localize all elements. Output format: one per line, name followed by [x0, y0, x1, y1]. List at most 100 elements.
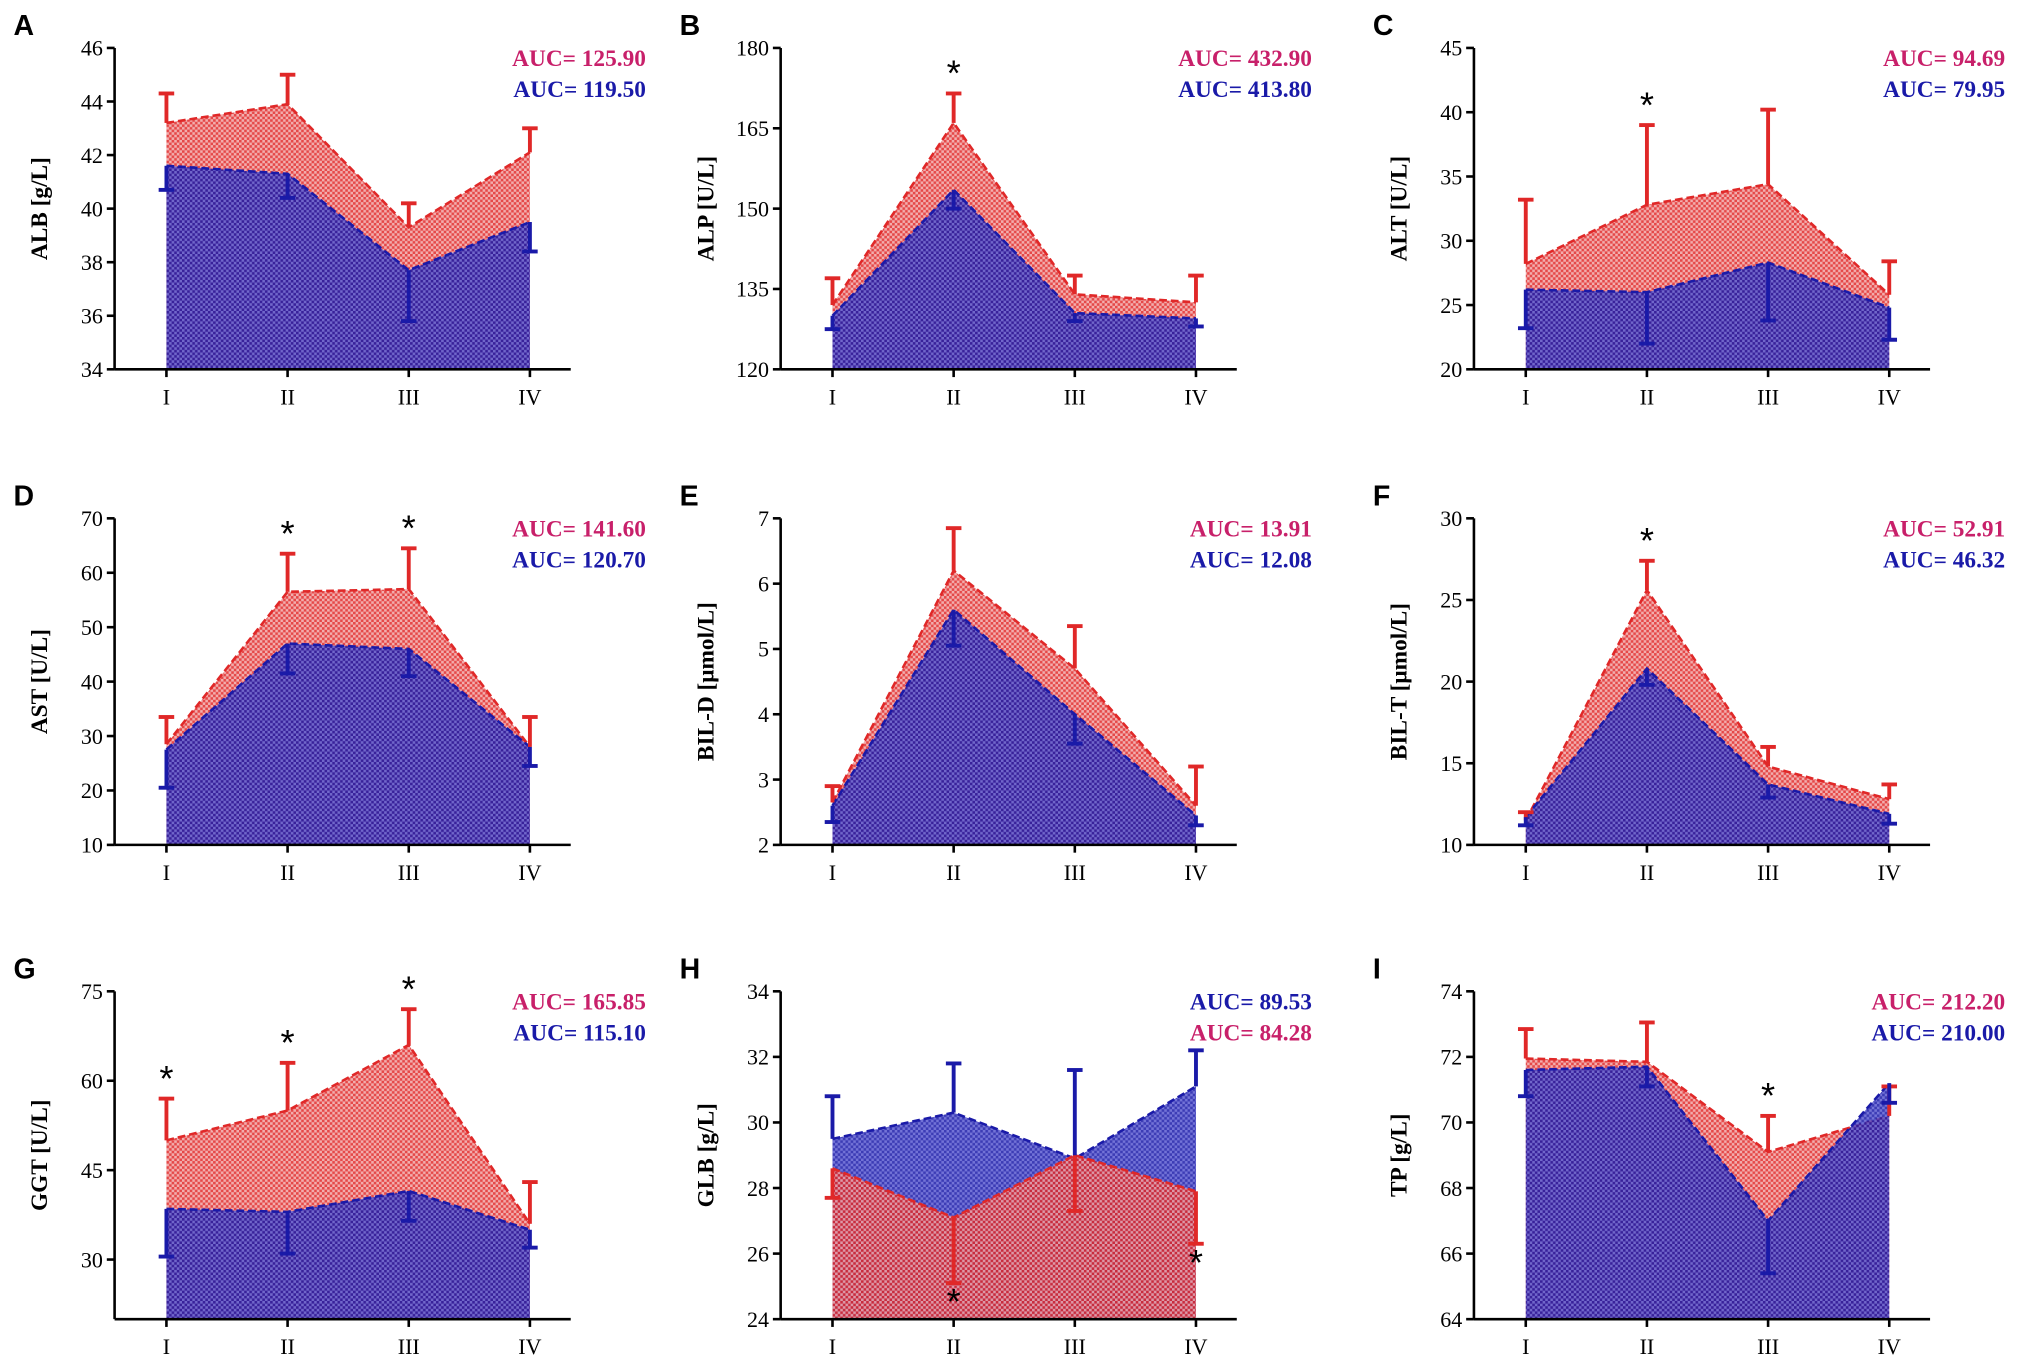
x-tick-label: II [280, 1334, 295, 1359]
auc-label: AUC= 94.69 [1883, 46, 2005, 72]
x-tick-label: III [398, 1334, 420, 1359]
error-bar [945, 1061, 962, 1113]
panel-letter: F [1373, 480, 1390, 512]
y-tick-label: 40 [81, 196, 103, 221]
y-tick-label: 50 [81, 615, 103, 640]
error-bar [522, 1229, 538, 1250]
x-tick-label: III [1064, 384, 1086, 409]
error-bar [158, 91, 175, 123]
x-tick-label: III [1064, 860, 1086, 885]
y-axis-label: AST [U/L] [27, 629, 53, 734]
y-tick-label: 25 [1440, 588, 1462, 613]
panel-letter: E [680, 480, 699, 512]
y-tick-label: 150 [736, 196, 769, 221]
error-bar [400, 270, 417, 324]
y-axis-label: GLB [g/L] [693, 1103, 719, 1207]
error-bar [279, 551, 296, 592]
y-tick-label: 70 [81, 506, 103, 531]
y-tick-label: 75 [81, 979, 103, 1004]
y-tick-label: 44 [81, 89, 103, 114]
y-axis-label: GGT [U/L] [27, 1099, 53, 1211]
x-tick-label: II [1640, 384, 1655, 409]
x-tick-label: III [1757, 1334, 1779, 1359]
significance-mark: * [1189, 1242, 1203, 1283]
error-bar [945, 526, 962, 571]
y-axis-label: TP [g/L] [1387, 1113, 1413, 1197]
y-tick-label: 40 [81, 669, 103, 694]
auc-label: AUC= 12.08 [1190, 548, 1312, 574]
error-bar [1760, 1113, 1776, 1152]
area [1525, 262, 1890, 370]
y-tick-label: 45 [81, 1158, 103, 1183]
x-tick-label: II [1640, 860, 1655, 885]
panel: B ALP [U/L] AUC= 432.90 AUC= 413.80 120 135 15… [680, 10, 1312, 409]
x-tick-label: III [1064, 1334, 1086, 1359]
y-tick-label: 20 [81, 778, 103, 803]
x-tick-label: I [163, 1334, 170, 1359]
line [831, 607, 1197, 817]
x-tick-label: III [398, 860, 420, 885]
y-tick-label: 30 [81, 1247, 103, 1272]
y-tick-label: 66 [1440, 1241, 1462, 1266]
y-tick-label: 165 [736, 116, 769, 141]
auc-label: AUC= 46.32 [1883, 548, 2005, 574]
panel: A ALB [g/L] AUC= 125.90 AUC= 119.50 34 36 38 40… [14, 10, 646, 409]
significance-mark: * [402, 968, 416, 1009]
error-bar [1517, 1027, 1534, 1059]
line [166, 164, 531, 272]
x-tick-label: II [946, 384, 961, 409]
y-tick-label: 72 [1440, 1045, 1462, 1070]
error-bar [400, 201, 417, 228]
error-bar [945, 609, 962, 648]
panel-letter: B [680, 10, 701, 42]
y-tick-label: 4 [758, 702, 769, 727]
area [166, 643, 530, 845]
error-bar [1067, 313, 1083, 324]
x-tick-label: II [946, 860, 961, 885]
x-tick-label: III [398, 384, 420, 409]
significance-mark: * [159, 1058, 173, 1099]
y-tick-label: 26 [747, 1241, 769, 1266]
x-tick-label: IV [1878, 860, 1901, 885]
panel-letter: A [14, 10, 35, 42]
y-axis-label: BIL-D [μmol/L] [693, 602, 719, 761]
auc-label: AUC= 432.90 [1178, 46, 1312, 72]
error-bar [1760, 784, 1776, 800]
significance-mark: * [1640, 84, 1654, 125]
panel: E BIL-D [μmol/L] AUC= 13.91 AUC= 12.08 2 3 4 5 6… [680, 480, 1312, 884]
y-axis-label: ALB [g/L] [27, 157, 53, 260]
x-tick-label: I [1522, 384, 1529, 409]
auc-label: AUC= 84.28 [1190, 1021, 1312, 1047]
significance-mark: * [1761, 1075, 1775, 1116]
x-tick-label: II [280, 860, 295, 885]
panel: C ALT [U/L] AUC= 94.69 AUC= 79.95 20 25 30 35 40… [1373, 10, 2005, 409]
error-bar [1517, 197, 1534, 264]
line [165, 587, 531, 748]
auc-label: AUC= 115.10 [513, 1021, 645, 1047]
error-bar [1067, 624, 1083, 669]
y-tick-label: 60 [81, 561, 103, 586]
line [832, 1085, 1197, 1160]
y-tick-label: 40 [1440, 100, 1462, 125]
auc-label: AUC= 119.50 [513, 77, 645, 103]
auc-label: AUC= 210.00 [1871, 1021, 2005, 1047]
line [1524, 587, 1890, 822]
error-bar [824, 805, 841, 824]
y-tick-label: 30 [81, 724, 103, 749]
significance-mark: * [281, 1022, 295, 1063]
y-tick-label: 10 [1440, 833, 1462, 858]
auc-label: AUC= 212.20 [1871, 989, 2005, 1015]
line [166, 1043, 531, 1225]
error-bar [1760, 107, 1776, 185]
y-tick-label: 68 [1440, 1176, 1462, 1201]
auc-label: AUC= 89.53 [1190, 989, 1312, 1015]
area [832, 1155, 1196, 1320]
x-tick-label: IV [1184, 1334, 1207, 1359]
x-tick-label: I [163, 860, 170, 885]
x-tick-label: IV [1878, 384, 1901, 409]
line [166, 102, 531, 230]
y-tick-label: 74 [1440, 979, 1462, 1004]
error-bar [1517, 1070, 1534, 1099]
x-tick-label: IV [518, 384, 541, 409]
error-bar [400, 1007, 417, 1045]
